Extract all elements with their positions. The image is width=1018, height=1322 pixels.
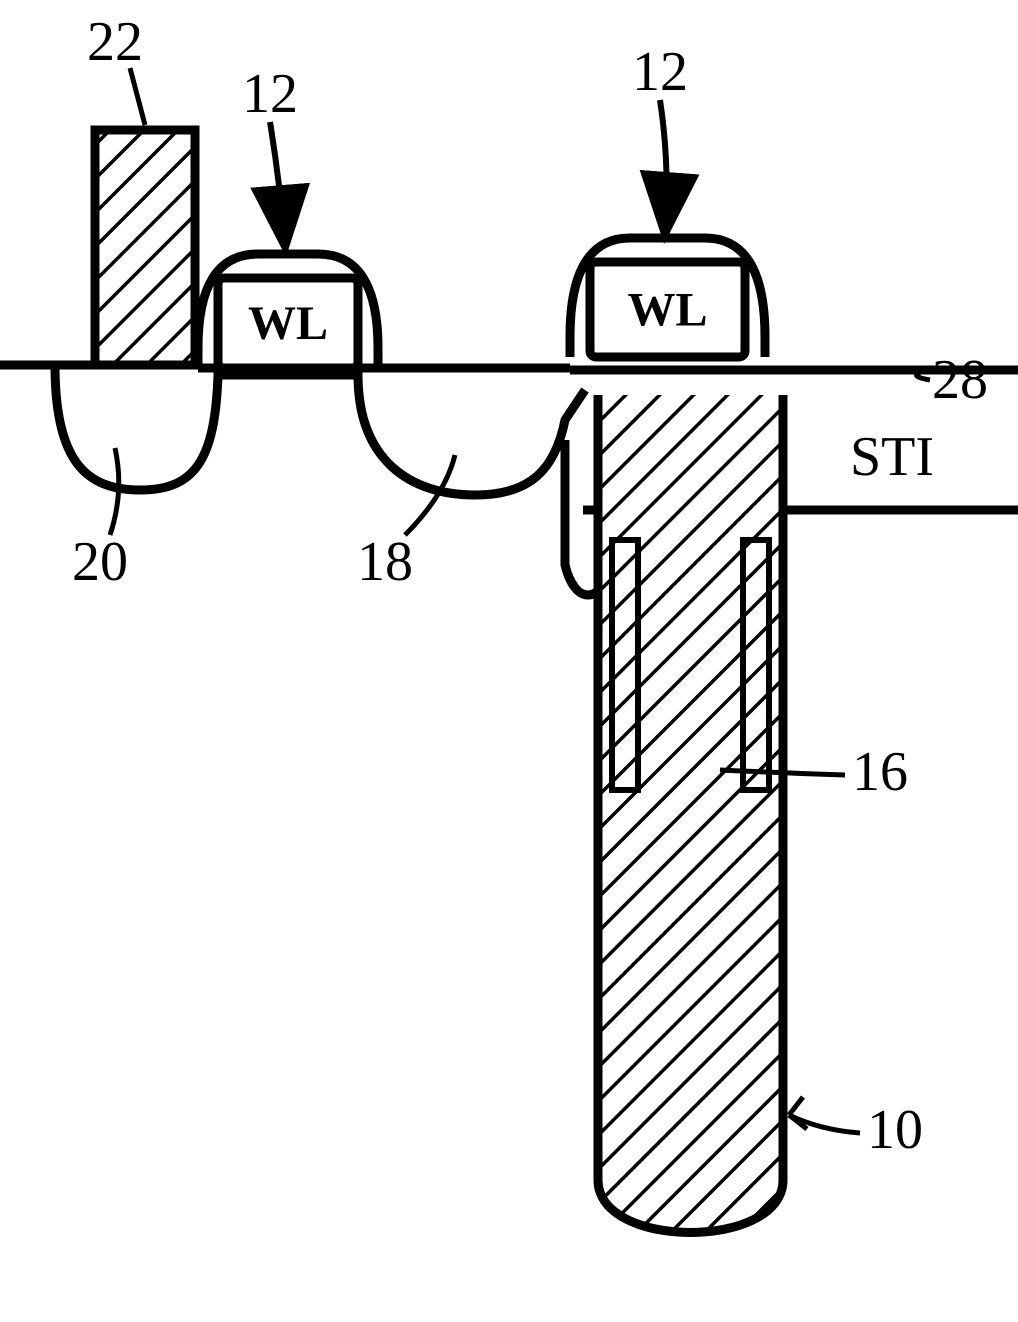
callout-10: 10 bbox=[867, 1099, 923, 1161]
callout-28: 28 bbox=[932, 349, 988, 411]
wordline-label-right: WL bbox=[627, 284, 707, 337]
contact-pillar bbox=[95, 130, 195, 365]
leader-22 bbox=[130, 68, 145, 125]
collar-left bbox=[612, 540, 638, 790]
leader-12-left bbox=[270, 122, 285, 245]
leader-10-arrow bbox=[789, 1097, 807, 1129]
callout-16: 16 bbox=[852, 741, 908, 803]
callout-20: 20 bbox=[72, 531, 128, 593]
collar-right bbox=[743, 540, 769, 790]
trench-fill bbox=[598, 395, 783, 1233]
substrate-surface-left bbox=[0, 365, 585, 495]
callout-18: 18 bbox=[357, 531, 413, 593]
sti-label: STI bbox=[850, 426, 934, 488]
callout-12-right: 12 bbox=[632, 41, 688, 103]
leader-12-right bbox=[660, 100, 667, 232]
callout-12-left: 12 bbox=[242, 63, 298, 125]
wordline-label-left: WL bbox=[248, 297, 328, 350]
callout-22: 22 bbox=[87, 11, 143, 73]
